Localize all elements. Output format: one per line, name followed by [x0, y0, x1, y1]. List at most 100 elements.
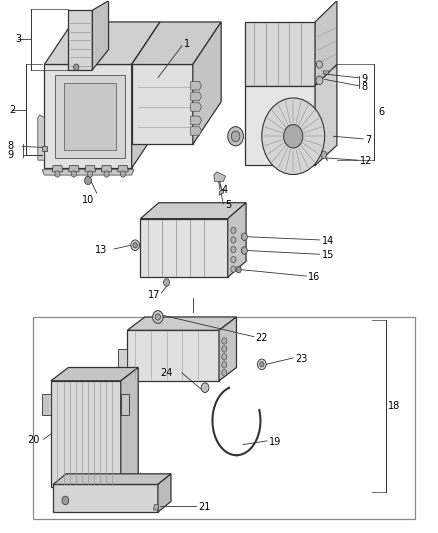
Text: 24: 24	[160, 368, 173, 378]
Text: 7: 7	[365, 135, 371, 145]
Polygon shape	[68, 10, 92, 70]
Circle shape	[228, 127, 244, 146]
Polygon shape	[219, 317, 237, 381]
Circle shape	[262, 98, 325, 174]
Polygon shape	[191, 92, 201, 101]
Text: 23: 23	[295, 354, 307, 364]
Text: 15: 15	[321, 251, 334, 260]
Text: 5: 5	[225, 200, 231, 211]
Circle shape	[55, 171, 60, 177]
Polygon shape	[52, 165, 63, 172]
Polygon shape	[132, 64, 193, 144]
Polygon shape	[38, 115, 44, 160]
Text: 21: 21	[198, 502, 210, 512]
Text: 6: 6	[378, 107, 385, 117]
Polygon shape	[141, 203, 246, 219]
Polygon shape	[42, 147, 46, 151]
Circle shape	[85, 176, 92, 184]
Circle shape	[104, 171, 109, 177]
Polygon shape	[42, 394, 51, 415]
Polygon shape	[323, 71, 329, 74]
Text: 8: 8	[361, 82, 367, 92]
Text: 9: 9	[7, 150, 14, 160]
Polygon shape	[51, 368, 138, 381]
Circle shape	[222, 362, 227, 368]
Circle shape	[222, 346, 227, 352]
Circle shape	[231, 246, 236, 253]
Text: 18: 18	[389, 401, 401, 411]
Circle shape	[231, 227, 236, 233]
Text: 4: 4	[222, 185, 228, 196]
Circle shape	[222, 338, 227, 344]
Polygon shape	[245, 22, 315, 86]
Circle shape	[133, 243, 138, 248]
Polygon shape	[191, 82, 201, 90]
Polygon shape	[228, 203, 246, 277]
Text: 17: 17	[148, 289, 161, 300]
Polygon shape	[55, 75, 125, 158]
Circle shape	[163, 279, 170, 286]
Text: 22: 22	[256, 333, 268, 343]
Polygon shape	[121, 394, 130, 415]
Polygon shape	[42, 169, 134, 175]
Circle shape	[201, 383, 209, 392]
Text: 14: 14	[321, 236, 334, 246]
Polygon shape	[219, 189, 224, 195]
Polygon shape	[85, 165, 95, 172]
Polygon shape	[153, 505, 159, 510]
Polygon shape	[315, 1, 337, 86]
Polygon shape	[92, 1, 109, 70]
Circle shape	[316, 76, 323, 85]
Polygon shape	[214, 172, 226, 181]
Polygon shape	[315, 64, 337, 165]
Circle shape	[120, 171, 126, 177]
Circle shape	[241, 247, 247, 254]
Polygon shape	[191, 103, 201, 111]
Text: 3: 3	[15, 34, 21, 44]
Text: 20: 20	[28, 435, 40, 446]
Text: 9: 9	[361, 74, 367, 84]
Polygon shape	[64, 83, 117, 150]
Circle shape	[284, 125, 303, 148]
Polygon shape	[127, 317, 237, 330]
Text: 19: 19	[269, 437, 281, 447]
Circle shape	[231, 131, 240, 142]
Polygon shape	[53, 474, 171, 484]
Circle shape	[258, 359, 266, 369]
Circle shape	[231, 266, 236, 272]
Circle shape	[316, 61, 322, 68]
Circle shape	[222, 354, 227, 360]
Polygon shape	[118, 165, 128, 172]
Polygon shape	[132, 22, 160, 168]
Polygon shape	[121, 368, 138, 487]
Circle shape	[62, 496, 69, 505]
Polygon shape	[245, 86, 315, 165]
Text: 2: 2	[9, 104, 15, 115]
Text: 12: 12	[360, 156, 372, 166]
Polygon shape	[191, 116, 201, 125]
Polygon shape	[191, 127, 201, 135]
Text: 13: 13	[95, 245, 107, 255]
Polygon shape	[127, 330, 219, 381]
Circle shape	[231, 256, 236, 263]
Text: 8: 8	[7, 141, 14, 151]
Circle shape	[74, 64, 79, 70]
Text: 1: 1	[184, 39, 190, 49]
Circle shape	[155, 314, 160, 320]
Polygon shape	[118, 349, 127, 370]
Text: 10: 10	[82, 195, 94, 205]
Circle shape	[241, 233, 247, 240]
Circle shape	[152, 311, 163, 324]
Polygon shape	[101, 165, 112, 172]
Circle shape	[260, 362, 264, 367]
Circle shape	[222, 369, 227, 376]
Polygon shape	[51, 381, 121, 487]
Text: 16: 16	[308, 272, 320, 282]
Polygon shape	[158, 474, 171, 512]
Circle shape	[321, 151, 327, 159]
Polygon shape	[69, 165, 79, 172]
Bar	[33, 317, 416, 519]
Circle shape	[71, 171, 77, 177]
Circle shape	[131, 240, 140, 251]
Circle shape	[231, 237, 236, 243]
